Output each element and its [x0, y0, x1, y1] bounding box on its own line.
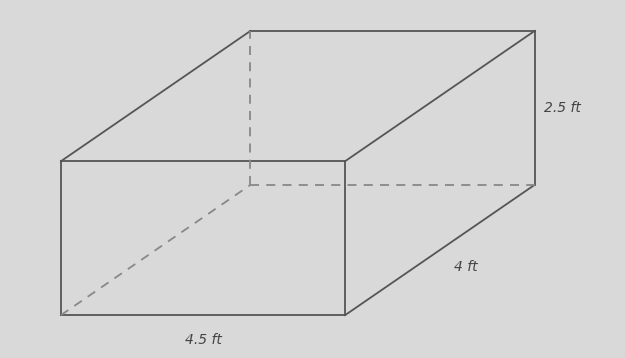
Text: 2.5 ft: 2.5 ft: [544, 101, 581, 115]
Text: 4.5 ft: 4.5 ft: [184, 333, 221, 347]
Text: 4 ft: 4 ft: [454, 260, 478, 274]
